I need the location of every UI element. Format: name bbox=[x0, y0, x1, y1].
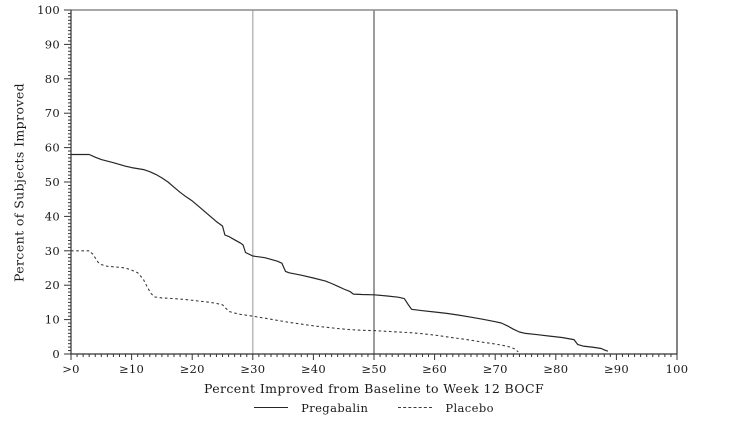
x-axis-title: Percent Improved from Baseline to Week 1… bbox=[203, 381, 545, 396]
x-tick-label: ≥60 bbox=[422, 362, 447, 376]
y-tick-label: 50 bbox=[45, 175, 60, 189]
y-tick-label: 70 bbox=[45, 106, 60, 120]
y-tick-label: 0 bbox=[52, 347, 60, 361]
legend-label-pregabalin: Pregabalin bbox=[301, 401, 369, 415]
plot-area: >0 ≥10 ≥20 ≥30 ≥40 ≥50 ≥60 ≥70 ≥80 ≥90 100 0 10 20 30 4… bbox=[37, 3, 689, 376]
series-line-placebo bbox=[71, 250, 519, 353]
y-tick-label: 40 bbox=[45, 209, 60, 223]
x-tick-label: ≥80 bbox=[543, 362, 568, 376]
y-tick-label: 30 bbox=[45, 244, 60, 258]
y-tick-label: 100 bbox=[37, 3, 60, 17]
x-tick-label: >0 bbox=[62, 362, 80, 376]
x-tick-label: ≥40 bbox=[301, 362, 326, 376]
x-tick-label: ≥10 bbox=[119, 362, 144, 376]
placebo-line-swatch bbox=[398, 407, 433, 408]
series-line-pregabalin bbox=[71, 153, 609, 352]
x-tick-label: ≥90 bbox=[604, 362, 629, 376]
legend: Pregabalin Placebo bbox=[71, 399, 677, 417]
x-tick-label: 100 bbox=[666, 362, 689, 376]
y-tick-label: 60 bbox=[45, 141, 60, 155]
pregabalin-line-swatch bbox=[254, 407, 289, 408]
y-tick-label: 80 bbox=[45, 72, 60, 86]
x-tick-label: ≥20 bbox=[180, 362, 205, 376]
x-tick-label: ≥50 bbox=[361, 362, 386, 376]
y-tick-label: 20 bbox=[45, 278, 60, 292]
legend-label-placebo: Placebo bbox=[445, 401, 494, 415]
x-tick-label: ≥30 bbox=[240, 362, 265, 376]
x-tick-label: ≥70 bbox=[483, 362, 508, 376]
y-tick-label: 90 bbox=[45, 37, 60, 51]
y-tick-label: 10 bbox=[45, 313, 60, 327]
